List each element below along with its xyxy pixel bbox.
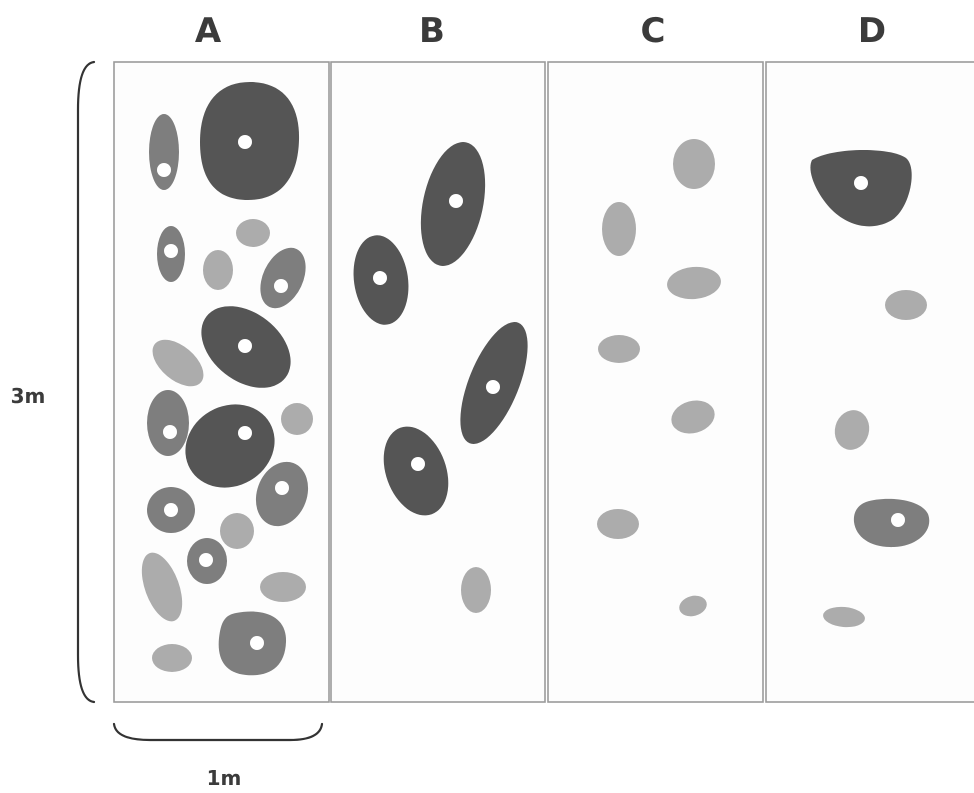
plant-small-light bbox=[141, 552, 183, 622]
plant-medium bbox=[255, 461, 309, 527]
plant-small-light bbox=[152, 339, 204, 387]
height-label: 3m bbox=[11, 384, 46, 408]
plant-medium bbox=[149, 114, 179, 190]
plant-medium bbox=[147, 487, 195, 533]
plant-small-light bbox=[260, 572, 306, 602]
plant-small-light bbox=[236, 219, 270, 247]
plant-small-light bbox=[673, 139, 715, 189]
plant-large-dark bbox=[420, 142, 486, 266]
plant-small-light bbox=[598, 335, 640, 363]
column-label-c: C bbox=[641, 11, 666, 51]
panel-c-plants bbox=[597, 139, 721, 617]
plant-small-light bbox=[679, 595, 707, 617]
plant-large-dark bbox=[460, 322, 528, 444]
width-bracket bbox=[112, 722, 324, 742]
plant-medium bbox=[157, 226, 185, 282]
panel-b-plants bbox=[353, 142, 528, 613]
plant-small-light bbox=[602, 202, 636, 256]
plant-small-light bbox=[885, 290, 927, 320]
column-label-b: B bbox=[419, 11, 445, 51]
plant-medium bbox=[218, 611, 287, 676]
plant-large-dark bbox=[201, 306, 291, 388]
plant-small-light bbox=[281, 403, 313, 435]
plant-small-light bbox=[203, 250, 233, 290]
plant-large-dark bbox=[353, 235, 409, 325]
plant-medium bbox=[260, 247, 306, 309]
plant-small-light bbox=[461, 567, 491, 613]
plant-medium bbox=[853, 498, 930, 548]
plant-large-dark bbox=[810, 149, 912, 227]
plant-small-light bbox=[823, 606, 865, 628]
plant-small-light bbox=[671, 400, 715, 434]
plant-large-dark bbox=[200, 82, 300, 200]
width-label: 1m bbox=[207, 766, 242, 790]
plant-small-light bbox=[597, 509, 639, 539]
plant-large-dark bbox=[185, 404, 275, 488]
panel-a-plants bbox=[141, 82, 313, 676]
plant-medium bbox=[187, 538, 227, 584]
column-label-a: A bbox=[195, 11, 222, 51]
panel-d-plants bbox=[810, 149, 930, 628]
quadrat-panel-c bbox=[547, 61, 764, 703]
plant-small-light bbox=[220, 513, 254, 549]
plant-small-light bbox=[667, 266, 721, 300]
column-label-d: D bbox=[858, 11, 886, 51]
plant-small-light bbox=[834, 410, 870, 450]
height-bracket bbox=[76, 60, 96, 704]
plant-large-dark bbox=[383, 426, 449, 516]
plant-small-light bbox=[152, 644, 192, 672]
plant-medium bbox=[147, 390, 189, 456]
